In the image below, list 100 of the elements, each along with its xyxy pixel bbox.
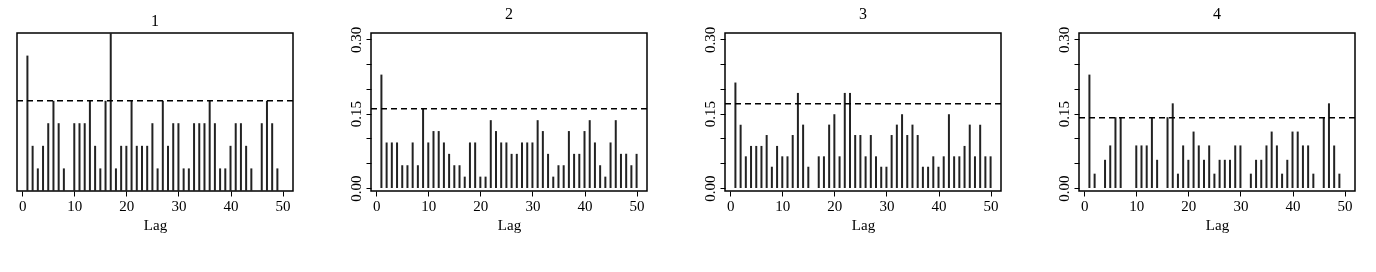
bar: [833, 114, 836, 189]
bar: [187, 168, 190, 191]
bar: [1291, 131, 1294, 189]
bar: [838, 156, 841, 189]
bar: [843, 92, 846, 189]
bar: [890, 135, 893, 189]
bar: [901, 114, 904, 189]
x-tick-label: 0: [1080, 197, 1089, 214]
x-axis-title: Lag: [143, 216, 168, 233]
bar: [526, 142, 529, 189]
bar: [385, 142, 388, 189]
bar: [573, 153, 576, 189]
bar: [1296, 131, 1299, 189]
bar: [932, 156, 935, 189]
bar: [927, 166, 930, 189]
bar: [817, 156, 820, 189]
bar: [609, 142, 612, 189]
bar: [224, 168, 227, 191]
bar: [494, 131, 497, 189]
bar: [474, 142, 477, 189]
bar: [156, 168, 159, 191]
bar: [635, 153, 638, 189]
bar: [1260, 159, 1263, 189]
bar: [484, 176, 487, 189]
bar: [885, 166, 888, 189]
bar: [1327, 103, 1330, 189]
bar: [880, 166, 883, 189]
y-tick-label: 0.30: [347, 26, 364, 54]
bar: [1104, 159, 1107, 189]
bar: [755, 145, 758, 189]
bar: [411, 142, 414, 189]
bar: [193, 123, 196, 191]
bar: [114, 168, 117, 191]
bar: [1176, 173, 1179, 189]
bar: [760, 145, 763, 189]
bar: [239, 123, 242, 191]
x-tick-label: 50: [983, 197, 999, 214]
bar: [229, 145, 232, 191]
bar: [1234, 145, 1237, 189]
x-tick-label: 10: [67, 197, 83, 214]
bar: [52, 100, 55, 191]
bar: [1275, 145, 1278, 189]
x-tick-label: 50: [1337, 197, 1353, 214]
bar: [864, 156, 867, 189]
bar: [416, 165, 419, 189]
bar: [734, 82, 737, 189]
bar: [135, 145, 138, 191]
bar: [796, 92, 799, 189]
bar: [770, 166, 773, 189]
bar: [245, 145, 248, 191]
x-tick-label: 10: [421, 197, 437, 214]
bar: [1322, 117, 1325, 189]
bar: [807, 166, 810, 189]
bar: [541, 131, 544, 189]
bar: [151, 123, 154, 191]
x-tick-label: 30: [525, 197, 541, 214]
bar: [1145, 145, 1148, 189]
x-tick-label: 30: [171, 197, 187, 214]
bar: [208, 100, 211, 191]
bar: [1166, 117, 1169, 189]
bar: [1171, 103, 1174, 189]
bar: [442, 142, 445, 189]
bar: [1255, 159, 1258, 189]
y-tick-label: 0.00: [1055, 175, 1072, 202]
bar: [906, 135, 909, 189]
bar: [47, 123, 50, 191]
bar: [786, 156, 789, 189]
x-tick-label: 10: [775, 197, 791, 214]
bar: [869, 135, 872, 189]
bar: [1140, 145, 1143, 189]
bar: [510, 153, 513, 189]
bar: [557, 165, 560, 189]
bar: [921, 166, 924, 189]
y-tick-label: 0.15: [1055, 101, 1072, 128]
bar: [604, 176, 607, 189]
bar: [422, 108, 425, 189]
bar: [177, 123, 180, 191]
bar: [567, 131, 570, 189]
bar: [1213, 173, 1216, 189]
x-tick-label: 40: [577, 197, 593, 214]
x-tick-label: 10: [1129, 197, 1145, 214]
y-tick-label: 0.15: [347, 101, 364, 128]
bar: [276, 168, 279, 191]
bar: [109, 33, 112, 191]
bar: [448, 153, 451, 189]
bar: [593, 142, 596, 189]
bar: [505, 142, 508, 189]
y-tick-label: 0.00: [701, 175, 718, 202]
bar: [1088, 74, 1091, 189]
bar: [260, 123, 263, 191]
x-tick-label: 20: [1181, 197, 1197, 214]
bar: [989, 156, 992, 189]
bar: [1301, 145, 1304, 189]
bar: [630, 165, 633, 189]
bar: [437, 131, 440, 189]
bar: [1114, 117, 1117, 189]
bar: [1229, 159, 1232, 189]
bar: [791, 135, 794, 189]
bar: [854, 135, 857, 189]
x-axis-title: Lag: [1205, 216, 1230, 233]
